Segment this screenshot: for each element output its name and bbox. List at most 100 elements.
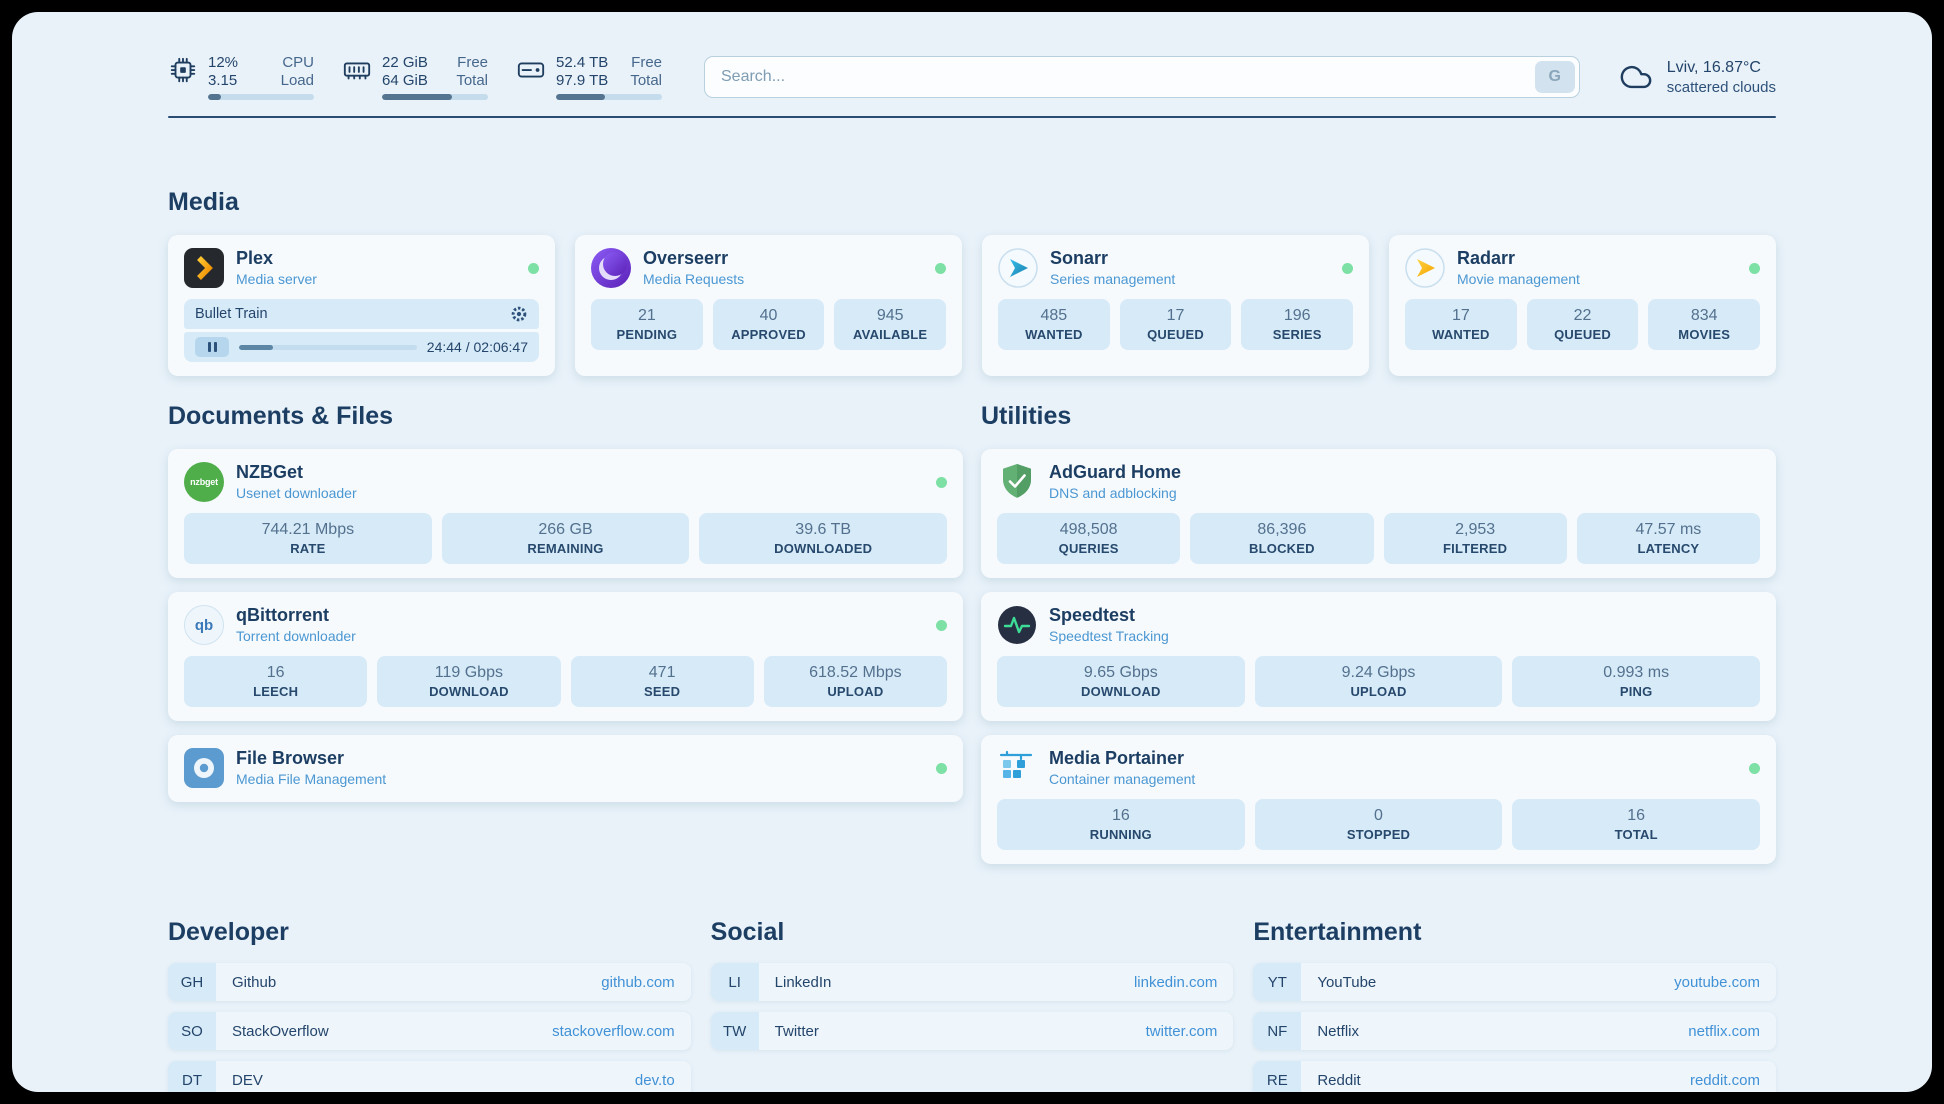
stat-block: 471 SEED [570, 656, 754, 707]
stat-block: 834 MOVIES [1648, 299, 1761, 350]
disk-total-label: Total [630, 72, 662, 89]
stat-block: 16 LEECH [184, 656, 368, 707]
plex-icon [184, 248, 224, 288]
bookmark-link: reddit.com [1689, 1071, 1760, 1089]
service-card-radarr[interactable]: Radarr Movie management 17 WANTED 22 QUEUE… [1389, 235, 1776, 376]
service-card-speedtest[interactable]: Speedtest Speedtest Tracking 9.65 Gbps DO… [981, 592, 1776, 721]
service-subtitle: DNS and adblocking [1049, 485, 1177, 501]
service-title: Plex [236, 248, 274, 268]
search-input[interactable] [709, 68, 1535, 86]
service-title: Speedtest [1049, 605, 1136, 625]
service-subtitle: Torrent downloader [236, 628, 356, 644]
cpu-label: CPU [282, 54, 314, 71]
stat-block: 0 STOPPED [1254, 799, 1503, 850]
stat-block: 618.52 Mbps UPLOAD [763, 656, 947, 707]
dashboard-content: 12% CPU 3.15 Load 22 GiB Free 64 GiB Total [168, 12, 1776, 1092]
stat-block: 47.57 ms LATENCY [1576, 513, 1760, 564]
memory-free-label: Free [457, 54, 488, 71]
bookmark-abbr: NF [1253, 1012, 1302, 1050]
bookmark-abbr: YT [1253, 963, 1302, 1001]
stat-block: 21 PENDING [591, 299, 703, 350]
cpu-load-value: 3.15 [208, 72, 238, 89]
service-title: File Browser [236, 748, 345, 768]
adguard-icon [997, 462, 1037, 502]
service-subtitle: Speedtest Tracking [1049, 628, 1169, 644]
speedtest-icon [997, 605, 1037, 645]
stat-block: 17 QUEUED [1119, 299, 1232, 350]
bookmark-name: StackOverflow [232, 1022, 329, 1040]
bookmark-link: dev.to [634, 1071, 675, 1089]
service-card-nzbget[interactable]: nzbget NZBGet Usenet downloader 744.21 M… [168, 449, 963, 578]
service-card-filebrowser[interactable]: File Browser Media File Management [168, 735, 963, 802]
now-playing-title: Bullet Train [195, 306, 268, 322]
bookmarks: Developer GH Github github.com SO StackO… [168, 918, 1776, 1092]
bookmark-name: YouTube [1317, 973, 1377, 991]
service-subtitle: Usenet downloader [236, 485, 357, 501]
radarr-icon [1405, 248, 1445, 288]
stat-block: 119 Gbps DOWNLOAD [377, 656, 561, 707]
service-card-plex[interactable]: Plex Media server Bullet Train [168, 235, 555, 376]
service-subtitle: Series management [1050, 271, 1176, 287]
bookmark-linkedin[interactable]: LI LinkedIn linkedin.com [710, 963, 1234, 1001]
service-title: Sonarr [1050, 248, 1109, 268]
memory-icon [343, 62, 371, 80]
bookmark-abbr: RE [1253, 1061, 1302, 1092]
status-dot [1342, 262, 1353, 274]
service-card-sonarr[interactable]: Sonarr Series management 485 WANTED 17 QUE… [982, 235, 1369, 376]
playback-progress-bar[interactable] [239, 344, 417, 350]
cpu-progress-bar [208, 94, 314, 100]
bookmark-stackoverflow[interactable]: SO StackOverflow stackoverflow.com [168, 1012, 691, 1050]
service-card-overseerr[interactable]: Overseerr Media Requests 21 PENDING 40 APP… [575, 235, 962, 376]
bookmark-github[interactable]: GH Github github.com [168, 963, 691, 1001]
stat-block: 86,396 BLOCKED [1190, 513, 1374, 564]
stat-block: 9.65 Gbps DOWNLOAD [997, 656, 1245, 707]
stat-block: 498,508 QUERIES [997, 513, 1181, 564]
status-dot [528, 262, 539, 274]
bookmark-name: Reddit [1317, 1071, 1361, 1089]
disk-free-value: 52.4 TB [556, 54, 609, 71]
stat-block: 744.21 Mbps RATE [184, 513, 432, 564]
cpu-load-label: Load [280, 72, 314, 89]
bookmark-abbr: LI [710, 963, 759, 1001]
stat-block: 945 AVAILABLE [834, 299, 947, 350]
bookmark-twitter[interactable]: TW Twitter twitter.com [710, 1012, 1234, 1050]
stat-block: 266 GB REMAINING [441, 513, 690, 564]
bookmark-group-social: Social LI LinkedIn linkedin.com TW Twitt… [710, 918, 1234, 1092]
status-dot [936, 762, 947, 774]
bookmark-dev[interactable]: DT DEV dev.to [168, 1061, 691, 1092]
section-utilities: Utilities AdGuard Home [981, 402, 1776, 864]
bookmark-youtube[interactable]: YT YouTube youtube.com [1253, 963, 1776, 1001]
resource-widgets: 12% CPU 3.15 Load 22 GiB Free 64 GiB Total [168, 54, 662, 100]
service-card-adguard[interactable]: AdGuard Home DNS and adblocking 498,508 Q… [981, 449, 1776, 578]
section-title-developer: Developer [168, 918, 289, 946]
status-dot [935, 262, 946, 274]
stat-block: 485 WANTED [998, 299, 1110, 350]
bookmark-abbr: TW [710, 1012, 759, 1050]
cpu-icon [170, 57, 196, 83]
cloud-icon [1620, 65, 1652, 89]
bookmark-reddit[interactable]: RE Reddit reddit.com [1253, 1061, 1776, 1092]
bookmark-link: twitter.com [1145, 1022, 1218, 1040]
bookmark-abbr: DT [168, 1061, 216, 1092]
portainer-icon [997, 748, 1037, 788]
stat-block: 40 APPROVED [712, 299, 825, 350]
bookmark-netflix[interactable]: NF Netflix netflix.com [1253, 1012, 1776, 1050]
bookmark-group-developer: Developer GH Github github.com SO StackO… [168, 918, 691, 1092]
disk-widget: 52.4 TB Free 97.9 TB Total [516, 54, 662, 100]
cpu-widget: 12% CPU 3.15 Load [168, 54, 314, 100]
weather-location: Lviv, 16.87°C [1666, 58, 1761, 76]
gear-icon[interactable] [510, 305, 528, 323]
stat-block: 196 SERIES [1241, 299, 1354, 350]
service-card-portainer[interactable]: Media Portainer Container management 16 R… [981, 735, 1776, 864]
bookmark-link: netflix.com [1688, 1022, 1760, 1040]
search-provider-button[interactable]: G [1534, 61, 1575, 93]
stat-block: 16 TOTAL [1512, 799, 1761, 850]
pause-button[interactable] [195, 337, 229, 357]
memory-progress-bar [382, 94, 488, 100]
search-bar: G [704, 56, 1580, 98]
qbittorrent-icon: qb [184, 605, 224, 645]
bookmark-name: Netflix [1317, 1022, 1360, 1040]
service-card-qbittorrent[interactable]: qb qBittorrent Torrent downloader 16 LEEC… [168, 592, 963, 721]
bookmark-name: LinkedIn [774, 973, 832, 991]
section-title-social: Social [710, 918, 785, 946]
